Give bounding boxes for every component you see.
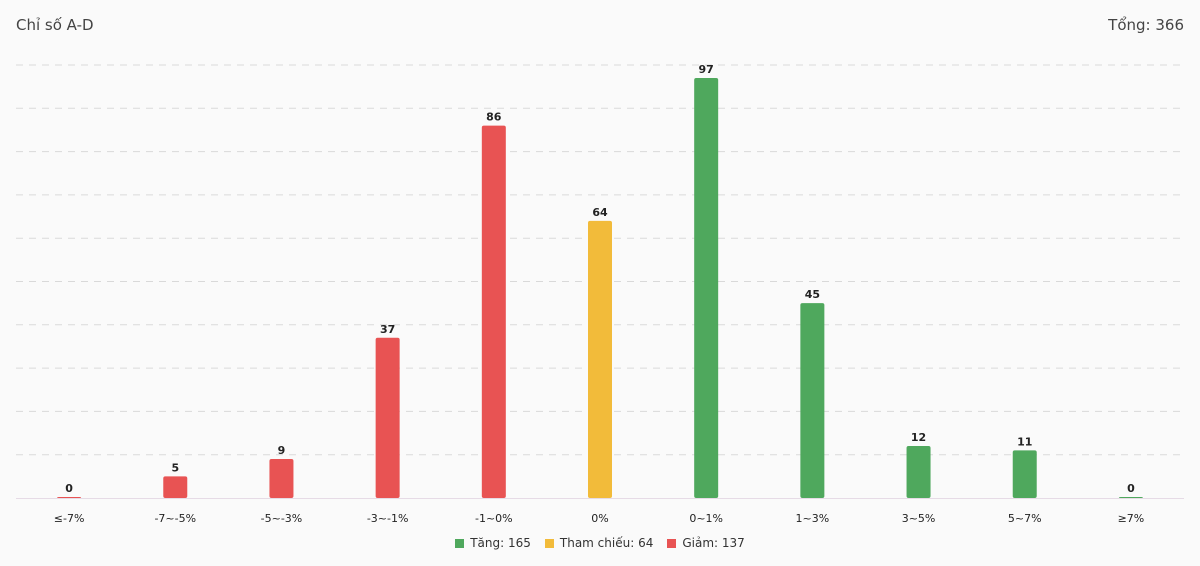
bar-group: 5 -7~-5% — [154, 461, 196, 525]
bar-value-label: 0 — [1127, 482, 1135, 495]
bar — [163, 476, 188, 498]
x-tick-label: -1~0% — [475, 512, 513, 525]
bar-group: 86 -1~0% — [475, 111, 513, 525]
bar-group: 9 -5~-3% — [261, 444, 303, 525]
x-tick-label: ≤-7% — [54, 512, 85, 525]
bar — [800, 303, 825, 498]
x-tick-label: 5~7% — [1008, 512, 1042, 525]
bar-value-label: 86 — [486, 111, 502, 124]
bar — [375, 337, 400, 498]
legend-label-ref: Tham chiếu: 64 — [559, 536, 654, 550]
bar-group: 12 3~5% — [902, 431, 936, 525]
chart-title: Chỉ số A-D — [16, 16, 94, 34]
bar-value-label: 12 — [911, 431, 926, 444]
bar-group: 97 0~1% — [689, 63, 723, 525]
bar-value-label: 97 — [699, 63, 714, 76]
bar-value-label: 5 — [171, 461, 179, 474]
bar-value-label: 11 — [1017, 435, 1032, 448]
bar-value-label: 45 — [805, 288, 820, 301]
x-tick-label: 3~5% — [902, 512, 936, 525]
x-tick-label: ≥7% — [1118, 512, 1145, 525]
bar — [57, 497, 82, 498]
x-tick-label: -3~-1% — [367, 512, 409, 525]
bar-group: 45 1~3% — [796, 288, 830, 525]
bar-group: 64 0% — [588, 206, 612, 525]
bar — [269, 459, 294, 498]
bar-value-label: 37 — [380, 323, 395, 336]
legend-swatch-down — [667, 538, 677, 548]
x-tick-label: -7~-5% — [154, 512, 196, 525]
x-tick-label: 0% — [591, 512, 608, 525]
chart-legend: Tăng: 165 Tham chiếu: 64 Giảm: 137 — [0, 536, 1200, 550]
bar-value-label: 0 — [65, 482, 73, 495]
legend-item-down[interactable]: Giảm: 137 — [667, 536, 745, 550]
bar-chart: 0 ≤-7% 5 -7~-5% 9 -5~-3% 37 -3~-1% 86 -1~0% 64 0% 97… — [16, 63, 1184, 525]
legend-swatch-ref — [544, 538, 554, 548]
bar — [588, 220, 612, 498]
x-tick-label: 0~1% — [689, 512, 723, 525]
x-tick-label: 1~3% — [796, 512, 830, 525]
bar-group: 37 -3~-1% — [367, 323, 409, 525]
bar-value-label: 9 — [278, 444, 286, 457]
x-tick-label: -5~-3% — [261, 512, 303, 525]
legend-item-up[interactable]: Tăng: 165 — [455, 536, 531, 550]
bar — [1012, 450, 1037, 498]
bar-value-label: 64 — [592, 206, 608, 219]
bar — [1118, 497, 1143, 498]
bar-group: 0 ≥7% — [1118, 482, 1145, 525]
bar-group: 11 5~7% — [1008, 435, 1042, 525]
legend-item-ref[interactable]: Tham chiếu: 64 — [544, 536, 654, 550]
legend-label-down: Giảm: 137 — [682, 536, 745, 550]
bar — [906, 446, 931, 498]
bar — [694, 77, 719, 499]
legend-label-up: Tăng: 165 — [470, 536, 531, 550]
bar-group: 0 ≤-7% — [54, 482, 85, 525]
total-count: Tổng: 366 — [1108, 16, 1184, 34]
legend-swatch-up — [455, 538, 465, 548]
bar — [481, 125, 506, 499]
